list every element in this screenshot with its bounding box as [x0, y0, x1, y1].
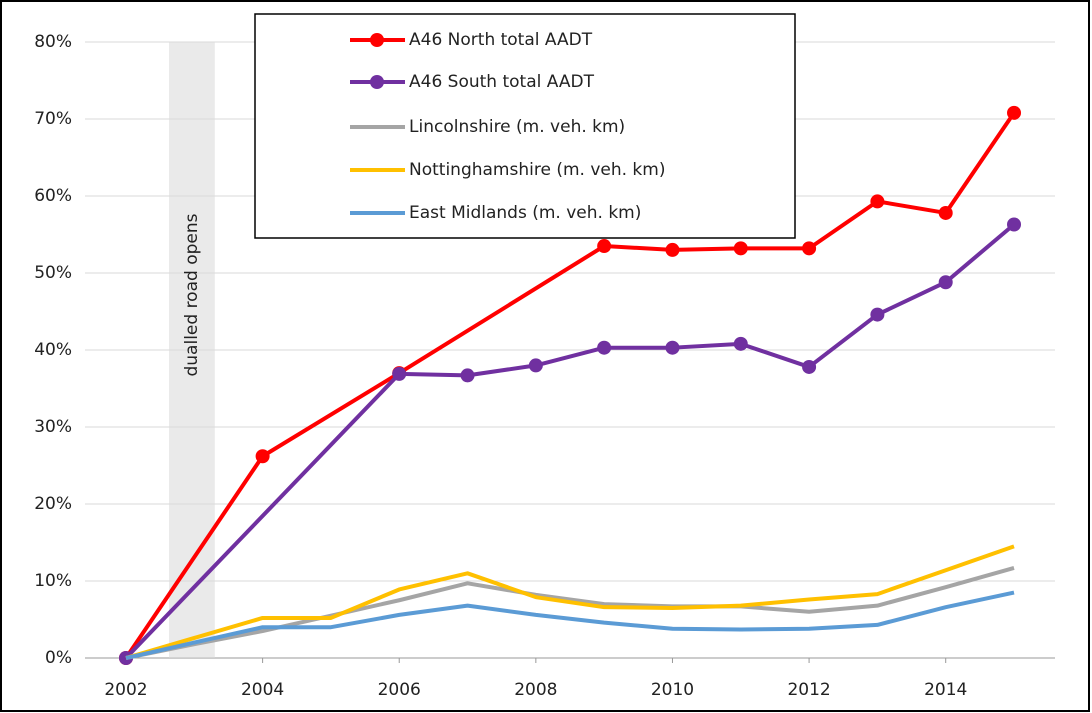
legend-marker: [370, 75, 384, 89]
series-marker: [938, 205, 953, 220]
series-marker: [255, 449, 270, 464]
legend: [254, 13, 796, 239]
series-marker: [460, 368, 475, 383]
legend-label: A46 South total AADT: [409, 72, 595, 92]
series-marker: [597, 340, 612, 355]
series-marker: [802, 359, 817, 374]
series-marker: [1007, 105, 1022, 120]
series-marker: [733, 241, 748, 256]
x-tick-label: 2010: [651, 680, 694, 700]
series-marker: [870, 307, 885, 322]
legend-label: A46 North total AADT: [409, 30, 593, 50]
series-marker: [392, 366, 407, 381]
legend-label: East Midlands (m. veh. km): [409, 203, 641, 223]
annotation: dualled road opens: [182, 213, 202, 376]
y-tick-label: 40%: [34, 340, 72, 360]
series-marker: [802, 241, 817, 256]
y-tick-label: 60%: [34, 186, 72, 206]
y-tick-label: 20%: [34, 494, 72, 514]
y-tick-label: 80%: [34, 32, 72, 52]
y-tick-label: 10%: [34, 571, 72, 591]
series-marker: [938, 275, 953, 290]
x-tick-label: 2006: [378, 680, 421, 700]
legend-marker: [370, 33, 384, 47]
y-tick-label: 30%: [34, 417, 72, 437]
legend-label: Nottinghamshire (m. veh. km): [409, 160, 665, 180]
y-tick-label: 50%: [34, 263, 72, 283]
x-tick-label: 2004: [241, 680, 284, 700]
y-tick-label: 70%: [34, 109, 72, 129]
series-marker: [597, 239, 612, 254]
series-marker: [733, 336, 748, 351]
series-marker: [1007, 217, 1022, 232]
x-tick-label: 2008: [514, 680, 557, 700]
series-line: [125, 590, 1015, 660]
series-marker: [665, 242, 680, 257]
series-marker: [528, 358, 543, 373]
series-line: [124, 111, 1016, 660]
series-marker: [870, 194, 885, 209]
x-tick-label: 2014: [924, 680, 967, 700]
y-tick-label: 0%: [45, 648, 72, 668]
shaded-span: [169, 42, 215, 658]
x-tick-label: 2002: [104, 680, 147, 700]
series-marker: [665, 340, 680, 355]
series-line: [125, 544, 1015, 660]
x-tick-label: 2012: [787, 680, 830, 700]
legend-label: Lincolnshire (m. veh. km): [409, 117, 625, 137]
